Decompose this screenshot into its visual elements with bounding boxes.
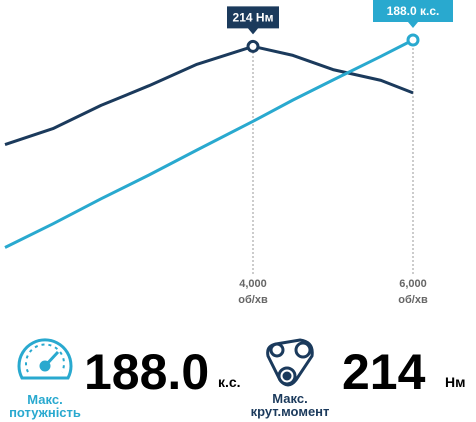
series-line — [4, 44, 414, 147]
belt-icon — [266, 338, 314, 387]
stat-label: Макс. — [27, 392, 62, 407]
series-line — [4, 38, 414, 249]
stat-label: Макс. — [272, 391, 307, 406]
x-tick-unit: об/хв — [398, 294, 428, 306]
callout-box — [373, 0, 453, 28]
stat-value: 188.0 — [84, 344, 209, 400]
x-tick-label: 4,000 — [239, 278, 267, 290]
peak-marker — [406, 33, 420, 47]
callout-label: 214 Нм — [233, 10, 274, 24]
x-tick-label: 6,000 — [399, 278, 427, 290]
stat-label: крут.момент — [251, 404, 330, 419]
gauge-icon — [17, 338, 73, 380]
callout-label: 188.0 к.с. — [387, 4, 440, 18]
stat-value: 214 — [342, 344, 426, 400]
callout-box — [227, 6, 279, 35]
stat-unit: к.с. — [218, 374, 241, 390]
peak-marker — [246, 39, 260, 53]
stat-label: потужність — [9, 405, 81, 420]
x-tick-unit: об/хв — [238, 294, 268, 306]
stat-unit: Нм — [445, 374, 465, 390]
